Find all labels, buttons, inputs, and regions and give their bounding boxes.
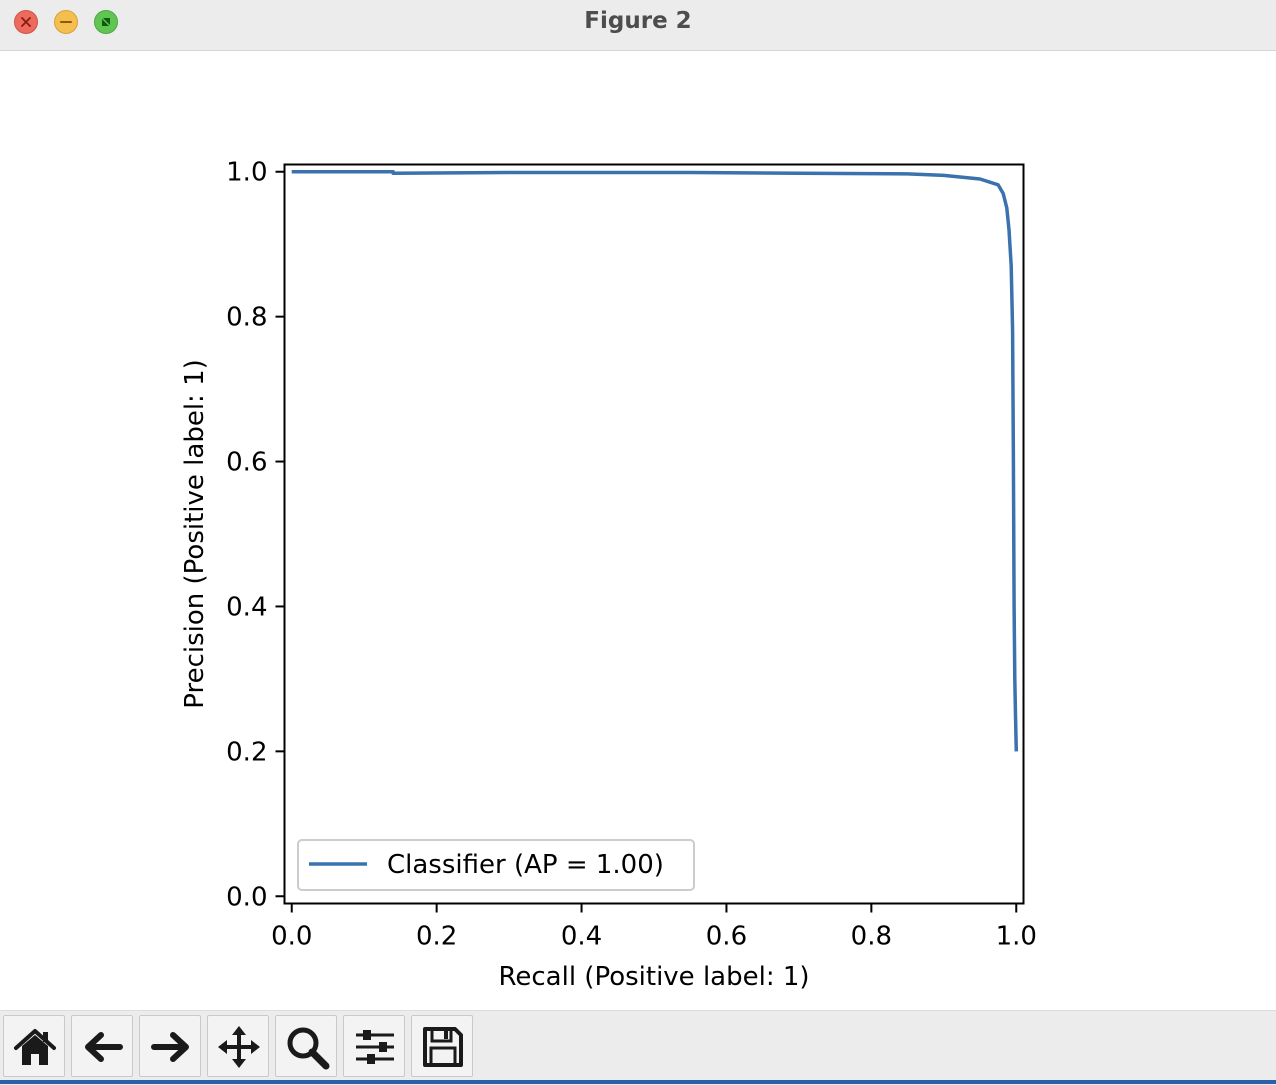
legend-entry-label: Classifier (AP = 1.00) (387, 850, 664, 880)
pan-button[interactable] (207, 1015, 269, 1077)
x-tick-label: 0.4 (561, 922, 602, 952)
forward-button[interactable] (139, 1015, 201, 1077)
configure-subplots-button[interactable] (343, 1015, 405, 1077)
x-tick-label: 0.8 (851, 922, 892, 952)
save-button[interactable] (411, 1015, 473, 1077)
back-arrow-icon (85, 1032, 123, 1062)
pan-icon (218, 1026, 260, 1068)
y-axis-label: Precision (Positive label: 1) (180, 359, 210, 709)
x-axis-label: Recall (Positive label: 1) (498, 962, 809, 992)
minimize-window-button[interactable] (54, 10, 78, 34)
minimize-icon (60, 21, 72, 23)
subplots-configure-icon (356, 1030, 394, 1064)
y-tick-label: 0.6 (226, 448, 267, 478)
legend: Classifier (AP = 1.00) (297, 839, 695, 891)
x-tick-label: 1.0 (996, 922, 1037, 952)
x-tick-label: 0.2 (416, 922, 457, 952)
title-bar: Figure 2 (0, 0, 1276, 51)
y-tick-label: 0.0 (226, 882, 267, 912)
save-icon (423, 1027, 463, 1067)
fullscreen-icon (102, 18, 110, 26)
back-button[interactable] (71, 1015, 133, 1077)
window-title: Figure 2 (584, 8, 692, 34)
navigation-toolbar (0, 1010, 1276, 1085)
home-button[interactable] (3, 1015, 65, 1077)
x-tick-label: 0.0 (271, 922, 312, 952)
home-icon (14, 1029, 56, 1065)
desktop-edge (0, 1080, 1276, 1084)
legend-box (297, 839, 695, 891)
zoom-icon (287, 1027, 330, 1070)
plot-frame (283, 163, 1025, 905)
forward-arrow-icon (151, 1032, 189, 1062)
y-tick-label: 0.4 (226, 592, 267, 622)
y-tick-label: 0.2 (226, 737, 267, 767)
zoom-button[interactable] (275, 1015, 337, 1077)
figure-canvas[interactable]: 0.0 0.2 0.4 0.6 0.8 1.0 0.0 0.2 0.4 0.6 0.8 1.0 Re… (0, 51, 1276, 1011)
precision-recall-chart: 0.0 0.2 0.4 0.6 0.8 1.0 0.0 0.2 0.4 0.6 0.8 1.0 Re… (180, 158, 1037, 992)
x-tick-label: 0.6 (706, 922, 747, 952)
y-tick-label: 0.8 (226, 303, 267, 333)
close-icon (21, 17, 31, 27)
maximize-window-button[interactable] (94, 10, 118, 34)
y-tick-label: 1.0 (226, 158, 267, 188)
close-window-button[interactable] (14, 10, 38, 34)
pr-curve-line (291, 169, 1019, 752)
